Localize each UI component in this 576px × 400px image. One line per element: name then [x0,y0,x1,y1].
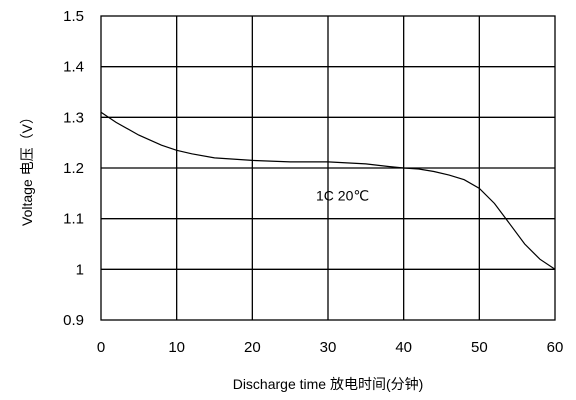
y-tick-label: 1 [76,261,84,278]
y-tick-label: 1.2 [63,160,84,177]
y-tick-label: 0.9 [63,312,84,329]
x-tick-label: 60 [547,339,564,356]
discharge-curve [100,111,556,270]
x-axis-title: Discharge time 放电时间(分钟) [233,376,424,392]
x-axis-ticks: 0 10 20 30 40 50 60 [97,339,564,356]
x-tick-label: 30 [320,339,337,356]
condition-annotation: 1C 20℃ [316,187,369,203]
grid-lines [101,16,555,320]
x-tick-label: 40 [395,339,412,356]
plot-frame [100,15,556,321]
y-axis-title: Voltage 电压（V） [19,110,35,226]
y-tick-label: 1.4 [63,59,84,76]
series-group [100,111,556,270]
y-tick-label: 1.3 [63,109,84,126]
y-tick-label: 1.5 [63,8,84,25]
x-tick-label: 50 [471,339,488,356]
x-tick-label: 0 [97,339,105,356]
x-tick-label: 20 [244,339,261,356]
x-tick-label: 10 [168,339,185,356]
y-axis-ticks: 0.9 1 1.1 1.2 1.3 1.4 1.5 [63,8,84,329]
y-tick-label: 1.1 [63,211,84,228]
